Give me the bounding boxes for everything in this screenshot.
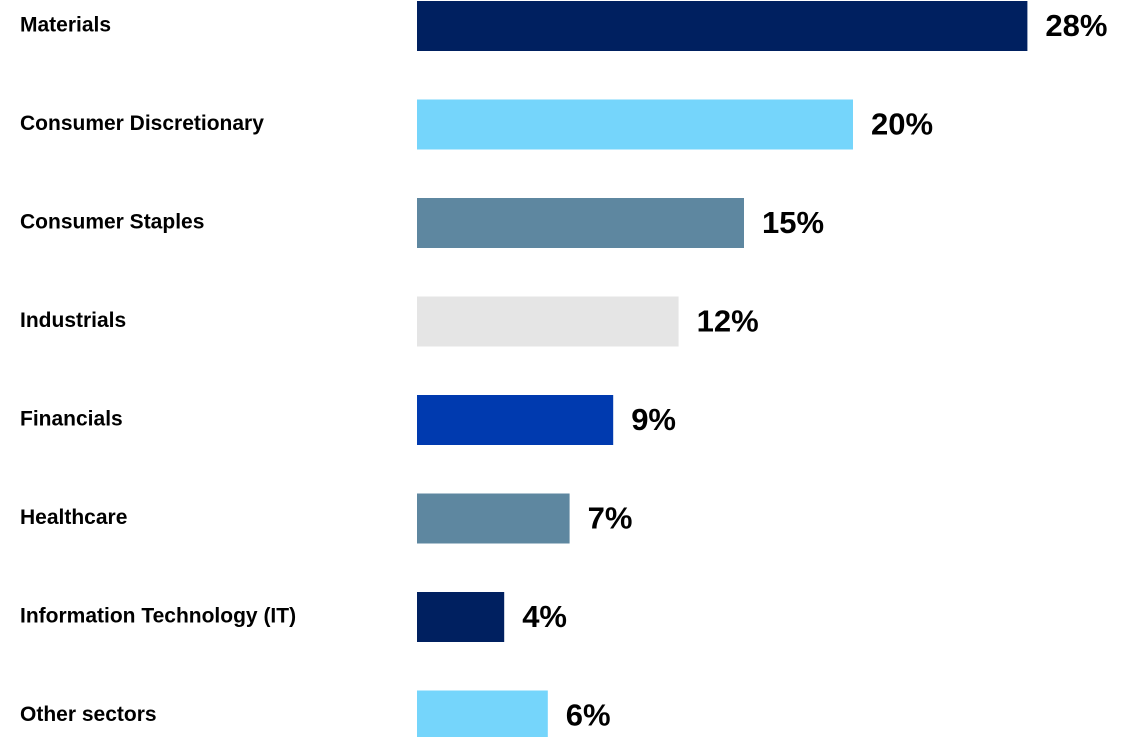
bar [417, 690, 548, 737]
bar [417, 198, 744, 248]
category-label: Healthcare [20, 506, 127, 529]
value-label: 15% [762, 205, 824, 240]
category-label: Financials [20, 408, 123, 431]
category-label: Information Technology (IT) [20, 605, 296, 628]
category-label: Consumer Staples [20, 211, 204, 234]
bar [417, 493, 570, 544]
value-label: 4% [522, 599, 567, 634]
category-label: Materials [20, 14, 111, 37]
value-label: 28% [1045, 8, 1107, 43]
category-label: Other sectors [20, 703, 157, 726]
bar [417, 99, 853, 150]
bar [417, 1, 1028, 51]
bar [417, 395, 614, 445]
value-label: 7% [588, 501, 633, 536]
value-label: 6% [566, 698, 611, 733]
category-label: Industrials [20, 309, 126, 332]
value-label: 20% [871, 107, 933, 142]
bar [417, 592, 505, 642]
category-label: Consumer Discretionary [20, 112, 264, 135]
value-label: 12% [697, 304, 759, 339]
value-label: 9% [631, 402, 676, 437]
bar [417, 296, 679, 347]
